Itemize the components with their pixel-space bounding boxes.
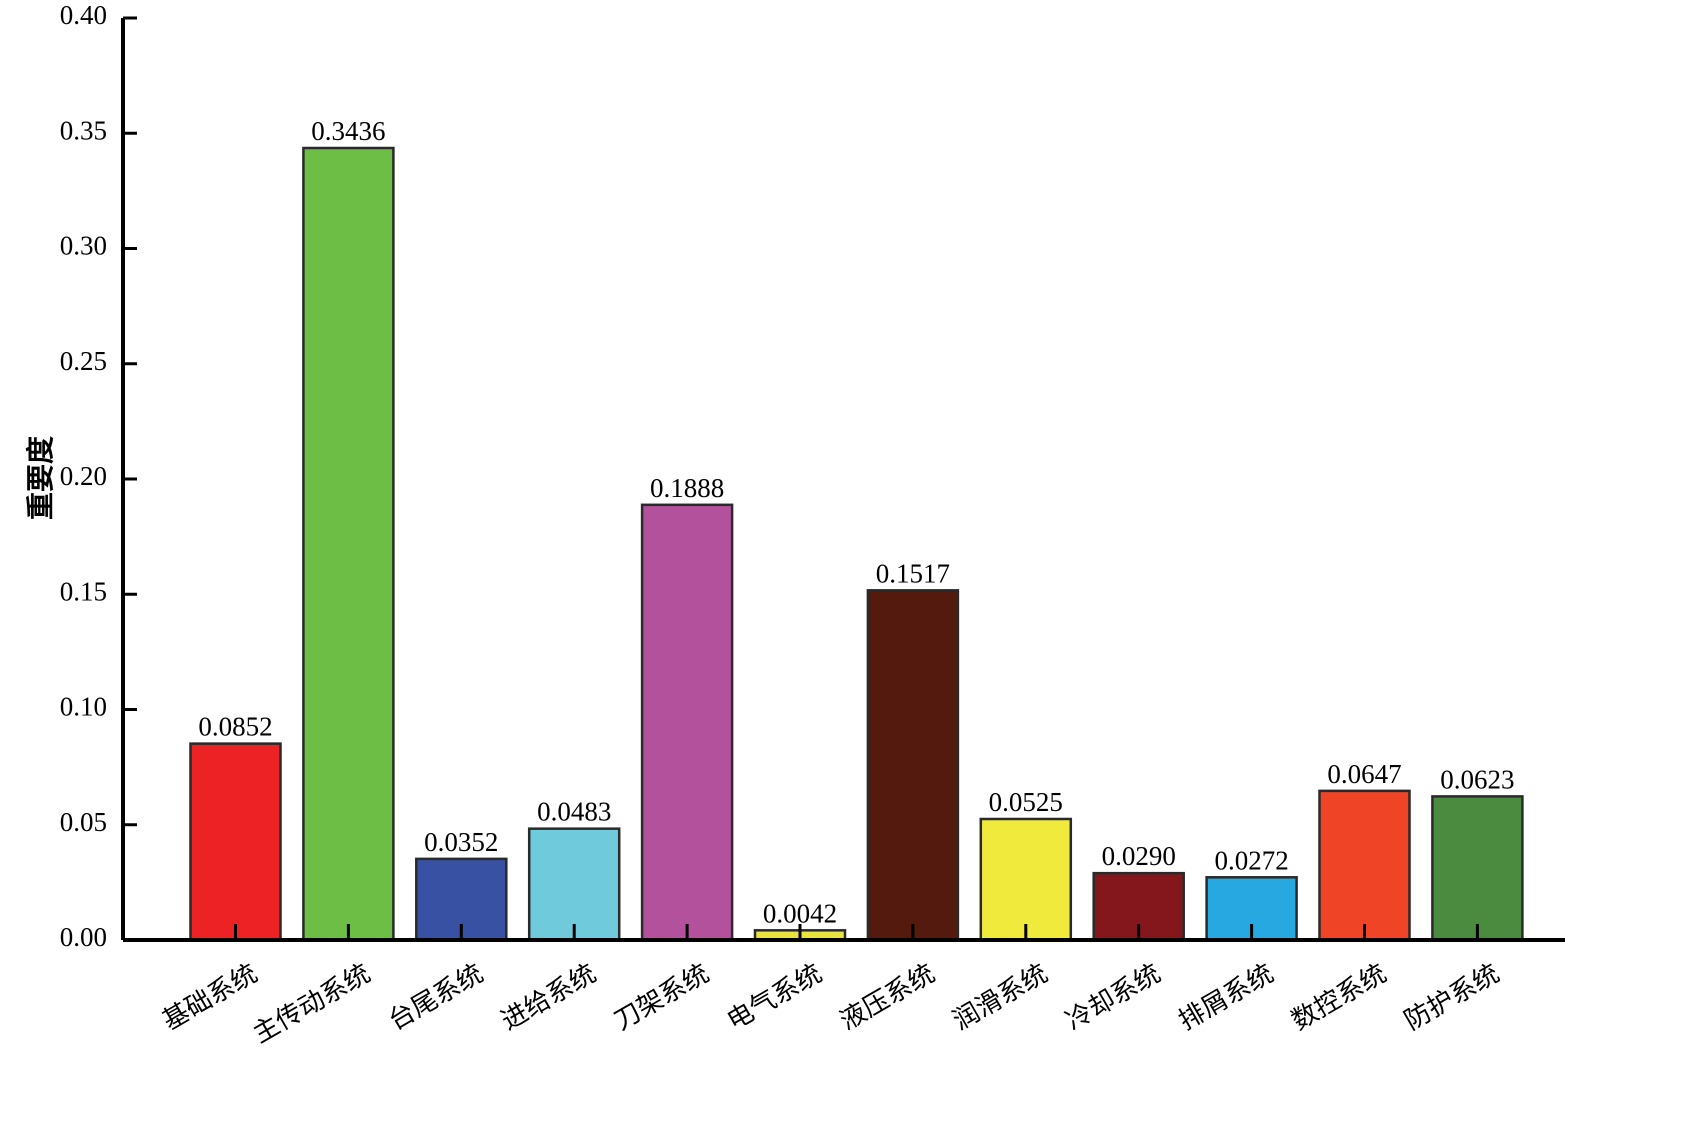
bar: [189, 742, 282, 942]
x-tick-label: 液压系统: [835, 959, 940, 1037]
x-tick-label: 基础系统: [158, 959, 263, 1037]
bar: [979, 817, 1073, 942]
data-label: 0.0042: [763, 898, 837, 928]
bar: [866, 589, 960, 942]
x-tick-label: 电气系统: [722, 959, 827, 1037]
x-tick-label: 数控系统: [1287, 959, 1392, 1037]
bar: [527, 827, 621, 942]
x-tick-label: 进给系统: [496, 959, 601, 1037]
y-tick-label: 0.05: [60, 807, 107, 837]
y-axis: 0.00 0.05 0.10 0.15 0.20 0.25 0.30 0.35 0.40: [60, 0, 137, 952]
x-tick-label: 排屑系统: [1174, 959, 1279, 1037]
x-tick-label: 刀架系统: [609, 959, 714, 1037]
data-label: 0.0623: [1440, 764, 1514, 794]
bar: [302, 146, 395, 942]
data-label: 0.0525: [989, 787, 1063, 817]
data-label: 0.0352: [424, 827, 498, 857]
y-tick-label: 0.30: [60, 231, 107, 261]
x-tick-label: 台尾系统: [383, 959, 488, 1037]
y-tick-label: 0.20: [60, 461, 107, 491]
y-tick-label: 0.35: [60, 115, 107, 145]
bar: [1431, 795, 1524, 942]
y-tick-label: 0.25: [60, 346, 107, 376]
bars-group: 0.0852 0.3436 0.0352 0.0483 0.1888 0.0042 0.15…: [189, 116, 1524, 942]
bar: [640, 503, 734, 942]
y-tick-label: 0.10: [60, 692, 107, 722]
x-tick-label: 主传动系统: [248, 959, 376, 1050]
data-label: 0.1517: [876, 558, 950, 588]
bar: [1318, 789, 1411, 942]
x-tick-label: 润滑系统: [948, 959, 1053, 1037]
data-label: 0.0290: [1102, 841, 1176, 871]
data-label: 0.3436: [311, 116, 385, 146]
data-label: 0.0272: [1214, 845, 1288, 875]
data-label: 0.0852: [198, 712, 272, 742]
y-axis-title: 重要度: [24, 436, 57, 520]
data-label: 0.0647: [1327, 759, 1401, 789]
x-tick-label: 冷却系统: [1061, 959, 1166, 1037]
y-tick-label: 0.00: [60, 922, 107, 952]
y-tick-label: 0.15: [60, 576, 107, 606]
data-label: 0.0483: [537, 797, 611, 827]
x-tick-label: 防护系统: [1400, 959, 1505, 1037]
data-label: 0.1888: [650, 473, 724, 503]
y-tick-label: 0.40: [60, 0, 107, 30]
